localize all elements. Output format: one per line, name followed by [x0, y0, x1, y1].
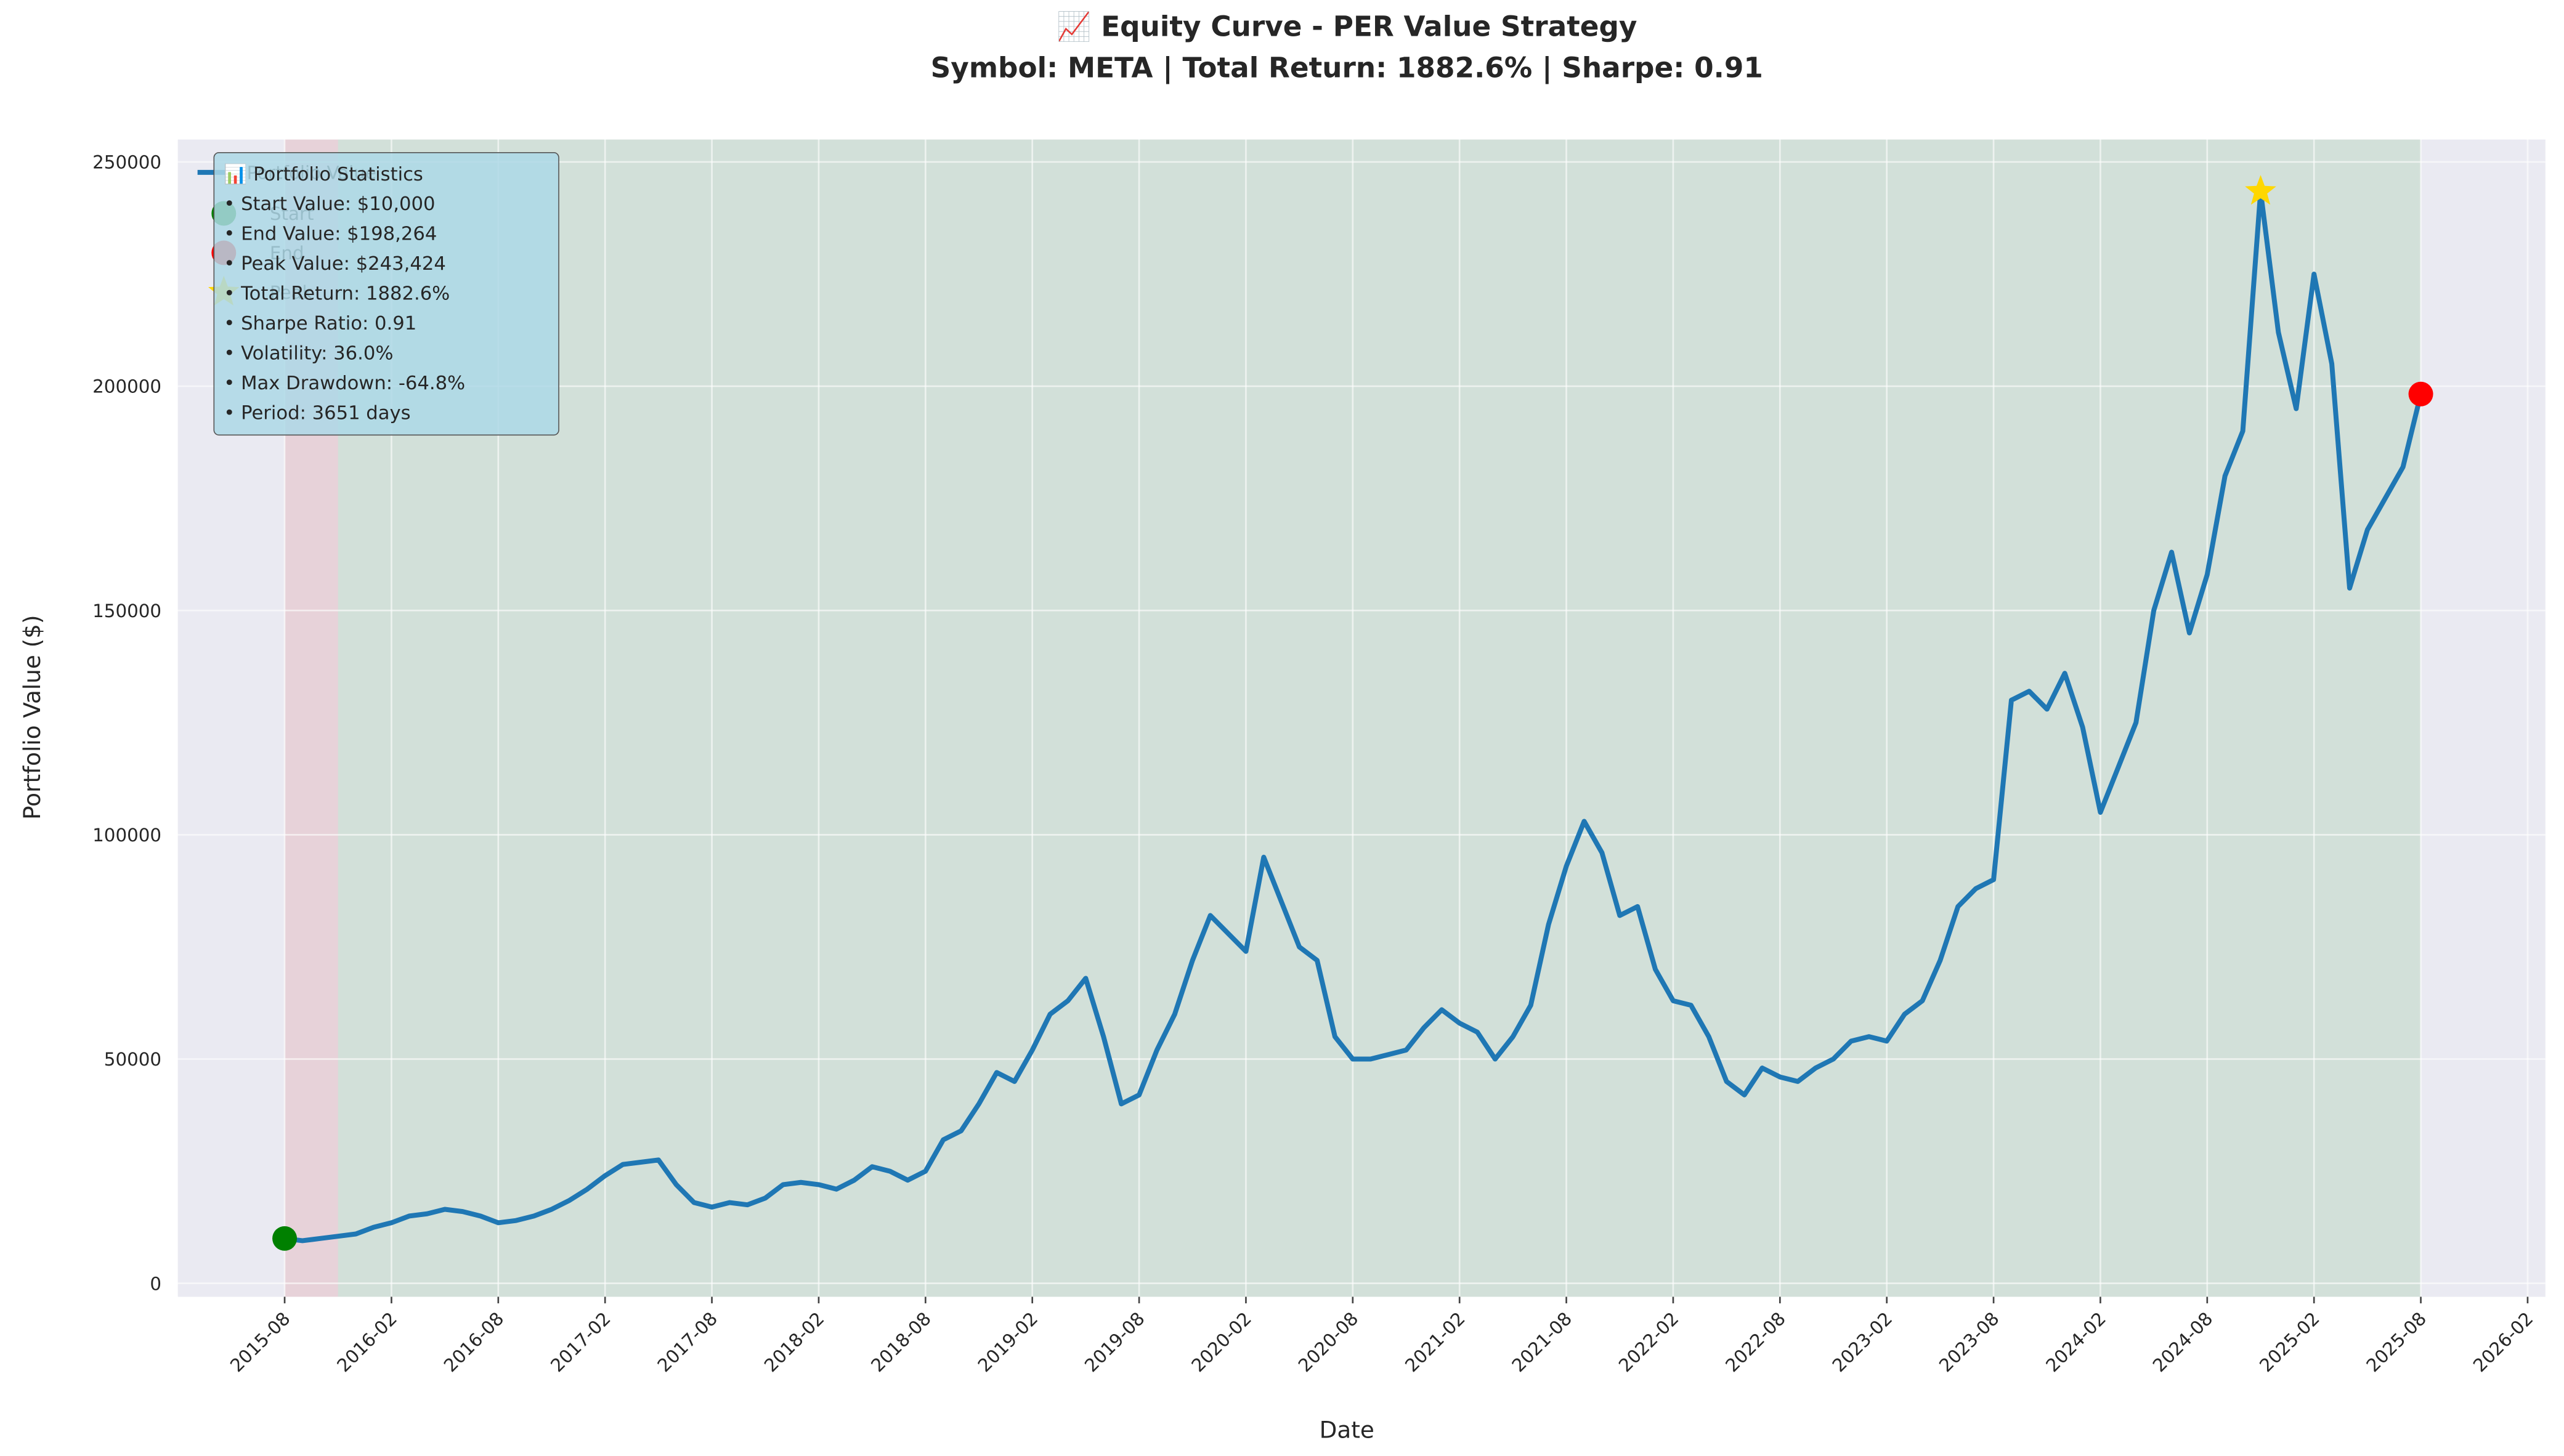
- x-tick-label: 2016-02: [333, 1308, 401, 1377]
- x-tick-label: 2019-08: [1081, 1308, 1149, 1377]
- chart-title: 📈 Equity Curve - PER Value Strategy: [1057, 10, 1637, 43]
- stats-box: 📊 Portfolio Statistics • Start Value: $10…: [213, 152, 559, 436]
- x-tick-label: 2026-02: [2469, 1308, 2538, 1377]
- x-tick-label: 2021-02: [1401, 1308, 1469, 1377]
- peak-marker: [2245, 175, 2276, 205]
- y-tick-label: 250000: [92, 152, 161, 173]
- y-tick-label: 0: [150, 1273, 161, 1294]
- x-tick-label: 2018-02: [760, 1308, 829, 1377]
- point-marker: [272, 1226, 298, 1251]
- x-tick-label: 2021-08: [1508, 1308, 1576, 1377]
- stats-line: • Total Return: 1882.6%: [224, 283, 450, 305]
- stats-line: • Sharpe Ratio: 0.91: [224, 313, 416, 334]
- x-tick-label: 2020-08: [1294, 1308, 1363, 1377]
- x-tick-label: 2018-08: [867, 1308, 935, 1377]
- stats-box-background: [213, 152, 559, 436]
- y-axis-label: Portfolio Value ($): [18, 615, 46, 819]
- x-tick-label: 2023-02: [1828, 1308, 1897, 1377]
- point-marker: [2408, 381, 2433, 406]
- x-tick-label: 2025-02: [2255, 1308, 2324, 1377]
- y-tick-label: 100000: [92, 825, 161, 846]
- stats-line: • Start Value: $10,000: [224, 193, 435, 215]
- x-tick-label: 2020-02: [1187, 1308, 1256, 1377]
- plot-background: [177, 139, 2546, 1297]
- stats-line: • Volatility: 36.0%: [224, 343, 393, 365]
- stats-line: • End Value: $198,264: [224, 224, 437, 245]
- x-axis-label: Date: [1320, 1417, 1374, 1444]
- x-tick-label: 2022-08: [1721, 1308, 1790, 1377]
- y-tick-label: 50000: [104, 1049, 161, 1070]
- stats-line: • Peak Value: $243,424: [224, 253, 446, 275]
- equity-line: [284, 188, 2424, 1244]
- x-tick-label: 2016-08: [440, 1308, 508, 1377]
- x-tick-label: 2015-08: [226, 1308, 294, 1377]
- stats-line: • Max Drawdown: -64.8%: [224, 373, 465, 394]
- x-tick-label: 2024-02: [2042, 1308, 2110, 1377]
- stats-line: • Period: 3651 days: [224, 403, 410, 424]
- x-tick-label: 2019-02: [974, 1308, 1042, 1377]
- stats-title: 📊 Portfolio Statistics: [224, 163, 423, 185]
- x-tick-label: 2024-08: [2149, 1308, 2217, 1377]
- x-tick-label: 2022-02: [1615, 1308, 1683, 1377]
- x-tick-label: 2017-02: [546, 1308, 615, 1377]
- x-tick-label: 2017-08: [654, 1308, 722, 1377]
- region: [338, 139, 2421, 1297]
- y-tick-label: 200000: [92, 376, 161, 397]
- y-tick-label: 150000: [92, 601, 161, 621]
- x-tick-label: 2023-08: [1935, 1308, 2003, 1377]
- chart-subtitle: Symbol: META | Total Return: 1882.6% | S…: [931, 51, 1763, 84]
- x-tick-label: 2025-08: [2363, 1308, 2431, 1377]
